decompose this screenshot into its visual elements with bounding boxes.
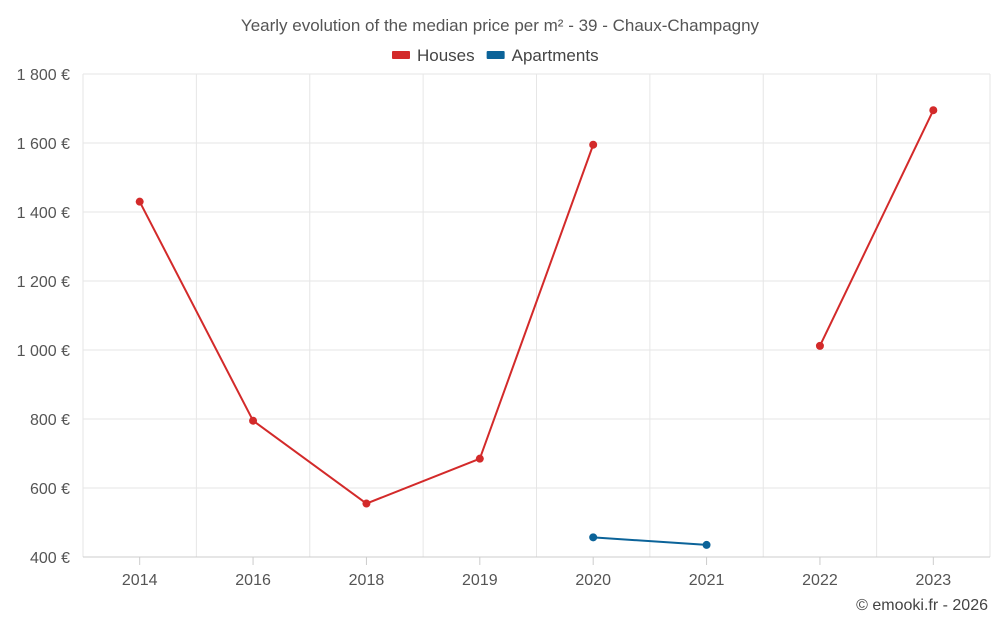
legend-label: Houses (417, 46, 475, 65)
apartments-point-2021[interactable] (702, 540, 711, 549)
houses-line-segment (365, 457, 481, 505)
legend-item-houses[interactable]: Houses (392, 46, 475, 65)
y-tick-label: 400 € (30, 550, 70, 567)
houses-point-2022[interactable] (815, 341, 824, 350)
y-tick-label: 1 600 € (17, 136, 70, 153)
houses-point-2020[interactable] (589, 140, 598, 149)
y-tick-label: 1 000 € (17, 343, 70, 360)
x-axis: 2014 2016 2018 2019 2020 2021 2022 2023 (122, 557, 951, 589)
houses-point-2019[interactable] (475, 454, 484, 463)
y-tick-label: 1 400 € (17, 205, 70, 222)
apartments-point-2020[interactable] (589, 533, 598, 542)
y-axis: 400 € 600 € 800 € 1 000 € 1 200 € 1 400 € 1 60… (17, 67, 70, 567)
x-tick-label: 2016 (235, 572, 271, 589)
x-tick-label: 2022 (802, 572, 838, 589)
grid (82, 73, 991, 558)
legend-swatch (392, 51, 410, 59)
x-tick-label: 2014 (122, 572, 158, 589)
x-tick-label: 2018 (349, 572, 385, 589)
x-tick-label: 2020 (575, 572, 611, 589)
legend-swatch (486, 51, 505, 59)
apartments-line-segment (592, 536, 708, 546)
credit-text: © emooki.fr - 2026 (856, 597, 988, 614)
x-tick-label: 2021 (689, 572, 725, 589)
legend: Houses Apartments (392, 46, 599, 65)
legend-label: Apartments (512, 46, 599, 65)
y-tick-label: 1 200 € (17, 274, 70, 291)
houses-line-segment (818, 109, 935, 347)
houses-point-2014[interactable] (135, 197, 144, 206)
y-tick-label: 1 800 € (17, 67, 70, 84)
houses-point-2016[interactable] (249, 416, 258, 425)
houses-point-2018[interactable] (362, 499, 371, 508)
houses-line-segment (478, 143, 595, 460)
houses-line-segment (138, 200, 255, 422)
series-houses (135, 106, 938, 508)
series-layer (135, 106, 938, 549)
y-tick-label: 600 € (30, 481, 70, 498)
x-tick-label: 2019 (462, 572, 498, 589)
y-tick-label: 800 € (30, 412, 70, 429)
houses-point-2023[interactable] (929, 106, 938, 115)
houses-line-segment (252, 419, 368, 505)
chart-title: Yearly evolution of the median price per… (241, 16, 760, 35)
x-tick-label: 2023 (916, 572, 952, 589)
legend-item-apartments[interactable]: Apartments (486, 46, 599, 65)
series-apartments (589, 533, 711, 549)
